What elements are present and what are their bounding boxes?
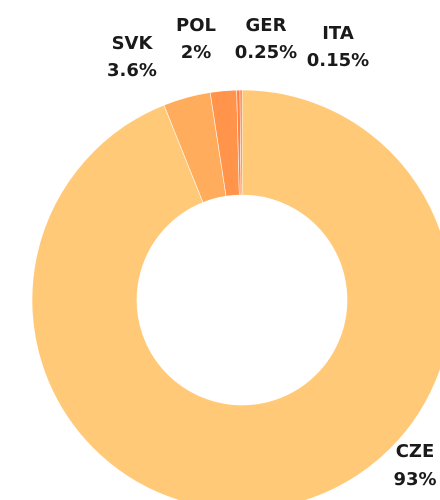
slice-value-label: 2%: [181, 42, 212, 63]
slice-label: ITA: [322, 23, 354, 44]
slice-value-label: 0.15%: [307, 50, 369, 71]
slice-label: POL: [176, 15, 216, 36]
donut-slice: [31, 89, 440, 500]
slice-label: CZE: [396, 441, 435, 462]
slice-value-label: 93%: [393, 469, 436, 490]
slice-label: GER: [246, 15, 287, 36]
slice-label: SVK: [112, 33, 154, 54]
slice-value-label: 3.6%: [107, 60, 157, 81]
slice-value-label: 0.25%: [235, 42, 297, 63]
donut-slice: [239, 89, 243, 196]
